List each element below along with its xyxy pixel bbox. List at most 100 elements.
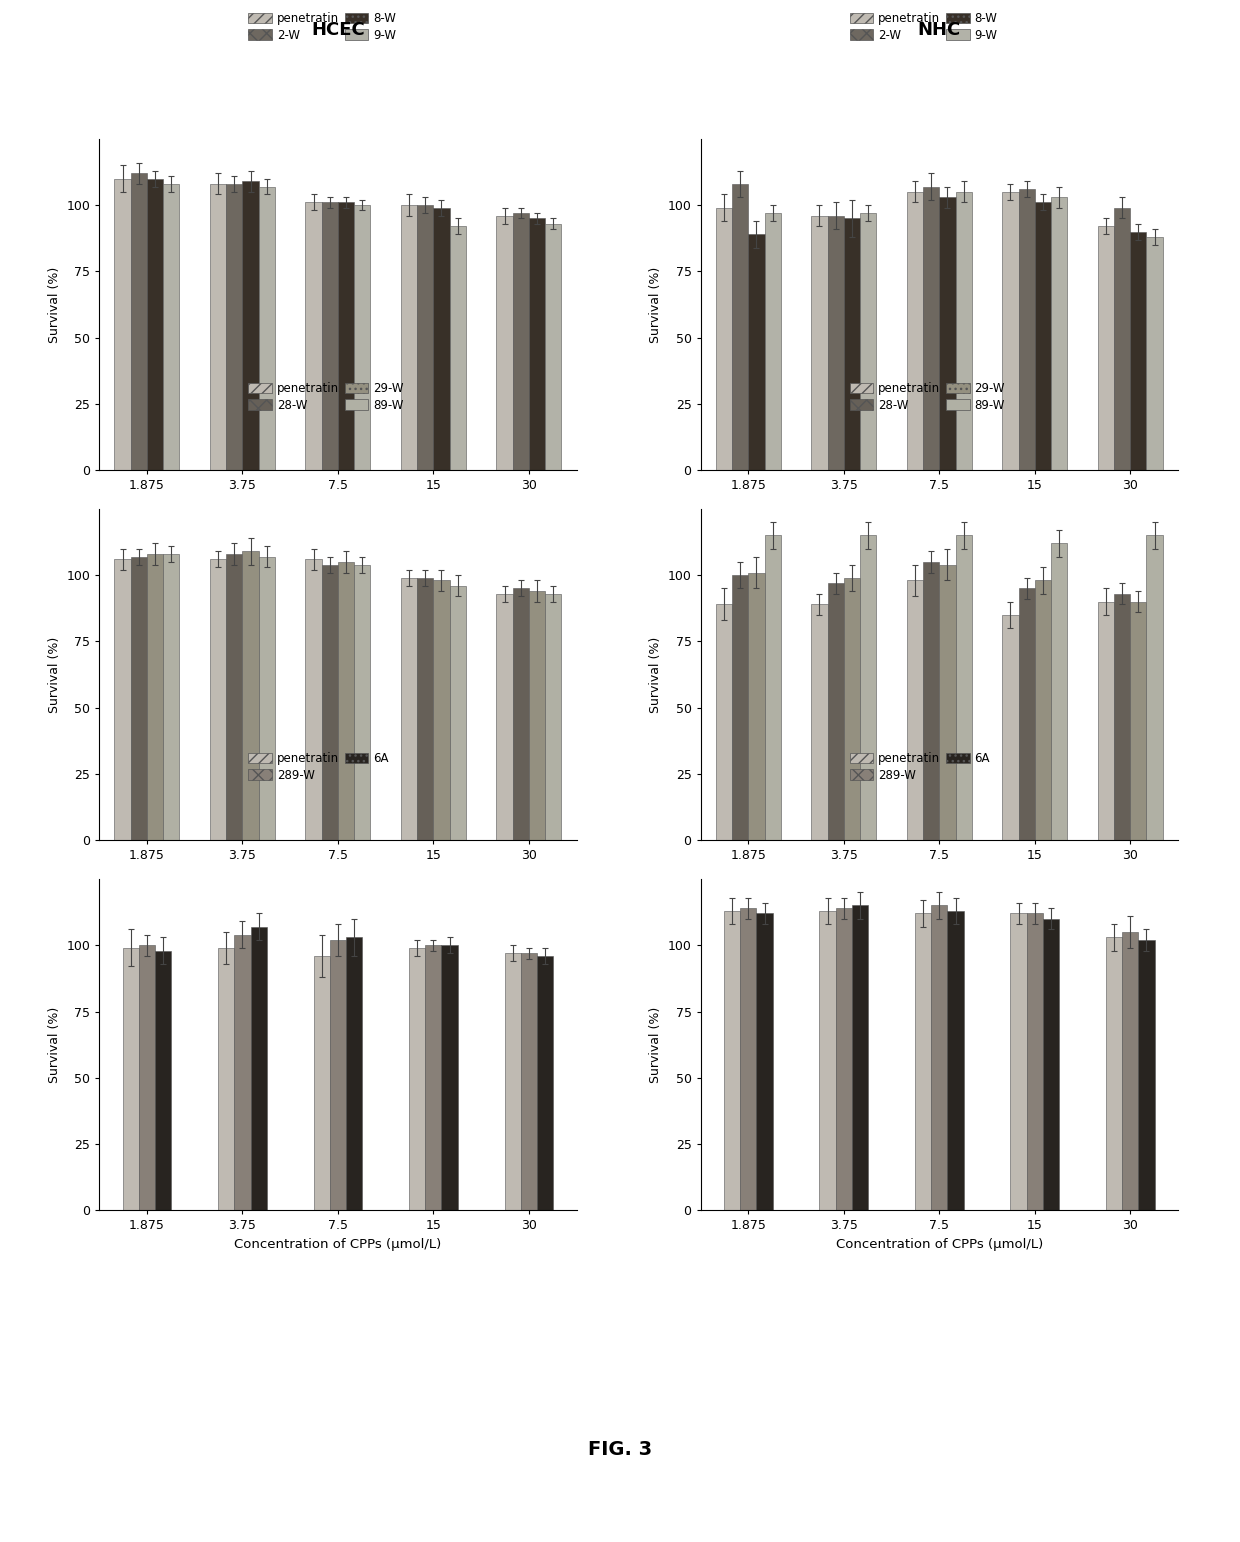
Bar: [546, 224, 562, 470]
Y-axis label: Survival (%): Survival (%): [650, 637, 662, 712]
Bar: [843, 578, 861, 840]
Bar: [226, 183, 242, 470]
Bar: [401, 205, 417, 470]
Bar: [164, 183, 180, 470]
Legend: penetratin, 2-W, 8-W, 9-W: penetratin, 2-W, 8-W, 9-W: [849, 12, 997, 42]
Bar: [1027, 913, 1043, 1210]
Bar: [931, 905, 947, 1210]
Bar: [250, 927, 267, 1210]
Bar: [130, 173, 146, 470]
Y-axis label: Survival (%): Survival (%): [650, 267, 662, 342]
Bar: [139, 945, 155, 1210]
Bar: [861, 213, 877, 470]
Bar: [1122, 931, 1138, 1210]
Text: FIG. 3: FIG. 3: [588, 1440, 652, 1459]
Bar: [243, 182, 259, 470]
Bar: [496, 216, 512, 470]
Bar: [820, 911, 836, 1210]
Bar: [827, 216, 843, 470]
Bar: [529, 591, 546, 840]
Bar: [906, 580, 923, 840]
Bar: [915, 913, 931, 1210]
Bar: [852, 905, 868, 1210]
Bar: [811, 604, 827, 840]
Bar: [401, 578, 417, 840]
Bar: [123, 948, 139, 1210]
Bar: [1034, 580, 1052, 840]
Bar: [1052, 197, 1068, 470]
Bar: [321, 202, 337, 470]
Bar: [164, 554, 180, 840]
Bar: [1002, 615, 1018, 840]
Bar: [732, 183, 748, 470]
Bar: [450, 227, 466, 470]
Legend: penetratin, 28-W, 29-W, 89-W: penetratin, 28-W, 29-W, 89-W: [849, 382, 1004, 412]
Y-axis label: Survival (%): Survival (%): [48, 1007, 61, 1082]
Bar: [956, 191, 972, 470]
Bar: [923, 561, 940, 840]
Bar: [1002, 191, 1018, 470]
Y-axis label: Survival (%): Survival (%): [650, 1007, 662, 1082]
Bar: [441, 945, 458, 1210]
Bar: [537, 956, 553, 1210]
Bar: [1011, 913, 1027, 1210]
Bar: [748, 234, 765, 470]
Bar: [1018, 589, 1034, 840]
Bar: [940, 197, 956, 470]
Legend: penetratin, 2-W, 8-W, 9-W: penetratin, 2-W, 8-W, 9-W: [248, 12, 396, 42]
Bar: [1097, 601, 1114, 840]
Bar: [330, 941, 346, 1210]
Bar: [715, 208, 732, 470]
Text: NHC: NHC: [918, 20, 961, 39]
Bar: [146, 179, 164, 470]
Bar: [1106, 938, 1122, 1210]
Bar: [521, 953, 537, 1210]
Bar: [496, 594, 512, 840]
X-axis label: Concentration of CPPs (μmol/L): Concentration of CPPs (μmol/L): [234, 1238, 441, 1251]
Bar: [1052, 543, 1068, 840]
Bar: [740, 908, 756, 1210]
Bar: [114, 560, 130, 840]
Bar: [305, 560, 321, 840]
Bar: [765, 213, 781, 470]
Bar: [724, 911, 740, 1210]
Bar: [505, 953, 521, 1210]
Bar: [130, 557, 146, 840]
Bar: [861, 535, 877, 840]
Text: HCEC: HCEC: [311, 20, 365, 39]
Bar: [155, 950, 171, 1210]
Bar: [906, 191, 923, 470]
Bar: [1018, 190, 1034, 470]
Bar: [243, 552, 259, 840]
Legend: penetratin, 28-W, 29-W, 89-W: penetratin, 28-W, 29-W, 89-W: [248, 382, 403, 412]
Bar: [1131, 601, 1147, 840]
Bar: [1147, 237, 1163, 470]
Bar: [1043, 919, 1059, 1210]
Y-axis label: Survival (%): Survival (%): [48, 267, 61, 342]
Bar: [305, 202, 321, 470]
Y-axis label: Survival (%): Survival (%): [48, 637, 61, 712]
X-axis label: Concentration of CPPs (μmol/L): Concentration of CPPs (μmol/L): [836, 1238, 1043, 1251]
Bar: [827, 583, 843, 840]
Bar: [546, 594, 562, 840]
Bar: [715, 604, 732, 840]
Bar: [425, 945, 441, 1210]
Bar: [114, 179, 130, 470]
Bar: [923, 187, 940, 470]
Bar: [337, 561, 355, 840]
Bar: [732, 575, 748, 840]
Bar: [1138, 941, 1154, 1210]
Bar: [836, 908, 852, 1210]
Bar: [1147, 535, 1163, 840]
Bar: [956, 535, 972, 840]
Bar: [1034, 202, 1052, 470]
Bar: [1097, 227, 1114, 470]
Bar: [146, 554, 164, 840]
Bar: [355, 564, 371, 840]
Bar: [417, 205, 434, 470]
Bar: [512, 589, 528, 840]
Bar: [234, 934, 250, 1210]
Bar: [434, 208, 450, 470]
Bar: [314, 956, 330, 1210]
Bar: [1114, 594, 1131, 840]
